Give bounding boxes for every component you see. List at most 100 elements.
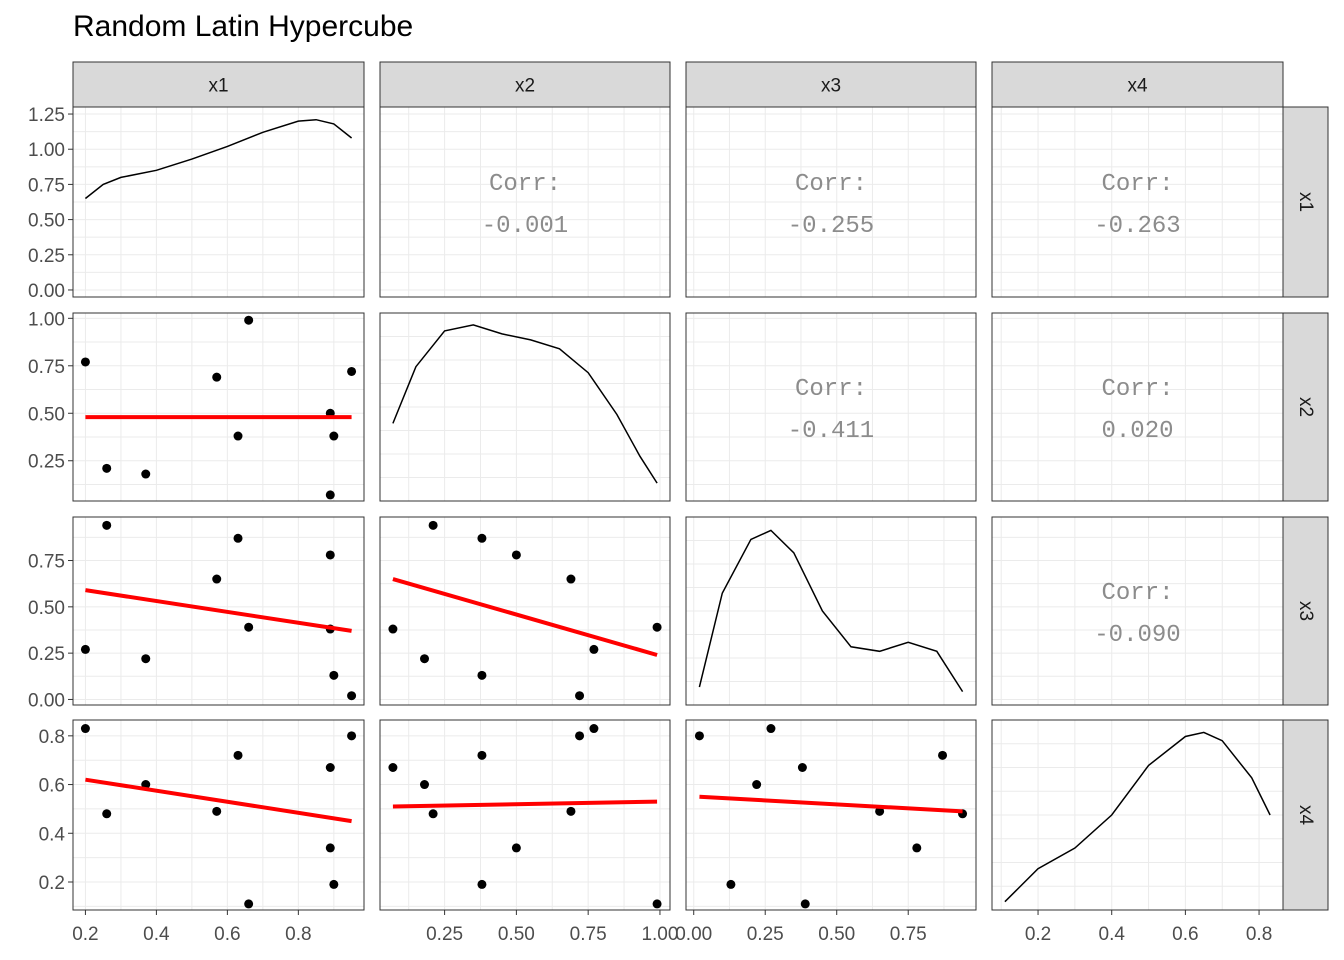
data-point [575,731,585,741]
corr-label: Corr: [1101,171,1173,198]
data-point [141,654,151,664]
panel-x4-x3-background [686,720,976,910]
panel-x4-x2-border [379,719,671,911]
y-tick-label: 0.50 [28,598,65,619]
corr-value: 0.020 [1101,418,1173,445]
corr-label: Corr: [795,376,867,403]
corr-value: -0.263 [1094,213,1180,240]
panel-x2-x1 [72,312,365,502]
y-tick-label: 0.8 [39,727,65,748]
chart-title: Random Latin Hypercube [73,10,414,43]
x-tick-label: 0.8 [285,924,311,945]
data-point [233,750,243,760]
data-point [566,574,576,584]
y-tick-label: 1.00 [28,140,65,161]
density-curve-x3 [698,529,964,693]
corr-label: Corr: [489,171,561,198]
data-point [325,763,335,772]
panel-x4-x3-border [685,719,977,911]
corr-label: Corr: [1101,376,1173,403]
panel-x2-x3-border [685,312,977,502]
data-point [428,809,438,819]
fit-line [699,794,963,814]
y-tick-label: 0.25 [28,452,65,473]
data-point [212,574,222,584]
data-point [477,670,487,680]
density-curve-x2 [392,324,658,484]
panel-x3-x3 [685,516,977,706]
row-strip-label-x2: x2 [1295,397,1316,417]
panel-x2-x2 [379,312,671,502]
data-point [420,780,430,790]
x-tick-label: 0.2 [1025,924,1051,945]
y-tick-label: 0.75 [28,175,65,196]
panel-x3-x1-border [72,516,365,706]
corr-value: -0.090 [1094,622,1180,649]
density-curve-x4 [1004,731,1271,903]
x-tick-label: 0.2 [72,924,98,945]
data-point [325,843,335,853]
data-point [766,724,776,734]
data-point [347,691,357,701]
data-point [212,806,222,816]
data-point [575,691,585,701]
data-point [420,654,430,664]
data-point [233,533,243,543]
column-strip-x1 [72,61,365,108]
data-point [212,372,222,382]
corr-value: -0.255 [788,213,874,240]
data-point [388,624,398,634]
data-point [652,899,662,909]
data-point [325,550,335,560]
x-tick-label: 0.75 [570,924,607,945]
panel-x1-x4-border [991,106,1284,298]
y-tick-label: 0.50 [28,211,65,232]
data-point [800,899,810,909]
panel-x2-x1-background [73,313,364,501]
x-tick-label: 0.6 [1172,924,1198,945]
row-strip-label-x3: x3 [1295,601,1316,621]
corr-value: -0.001 [482,213,568,240]
panel-x2-x3: Corr: -0.411 [685,312,977,502]
data-point [388,763,398,772]
panel-x2-x3-background [686,313,976,501]
data-point [233,431,243,441]
panel-x1-x3: Corr: -0.255 [685,106,977,298]
data-point [102,520,112,530]
panel-x4-x4-border [991,719,1284,911]
row-strip-x2 [1282,312,1329,502]
data-point [80,644,90,654]
data-point [652,622,662,632]
corr-label: Corr: [1101,580,1173,607]
data-point [938,750,948,760]
data-point [875,806,885,816]
panel-x1-x1-border [72,106,365,298]
panel-x1-x2: Corr: -0.001 [379,106,671,298]
panel-x2-x4-border [991,312,1284,502]
panel-x1-x4: Corr: -0.263 [991,106,1284,298]
panel-x2-x4: Corr: 0.020 [991,312,1284,502]
panel-x2-x1-border [72,312,365,502]
row-strip-x3 [1282,516,1329,706]
data-point [752,780,762,790]
y-tick-label: 1.00 [28,309,65,330]
y-tick-label: 0.75 [28,357,65,378]
column-strip-label-x4: x4 [1127,76,1148,97]
panel-x2-x2-border [379,312,671,502]
data-point [511,843,521,853]
panel-x3-x3-border [685,516,977,706]
panel-x4-x4 [991,719,1284,911]
x-tick-label: 0.00 [675,924,712,945]
y-tick-label: 0.75 [28,552,65,573]
x-tick-label: 0.75 [890,924,927,945]
data-point [428,520,438,530]
y-tick-label: 0.6 [39,776,65,797]
panel-x4-x1-border [72,719,365,911]
data-point [347,731,357,741]
panel-x3-x2 [379,516,671,706]
x-tick-label: 0.50 [818,924,855,945]
panel-x1-x3-border [685,106,977,298]
data-point [102,809,112,819]
x-tick-label: 0.4 [1099,924,1126,945]
panel-x3-x4-border [991,516,1284,706]
